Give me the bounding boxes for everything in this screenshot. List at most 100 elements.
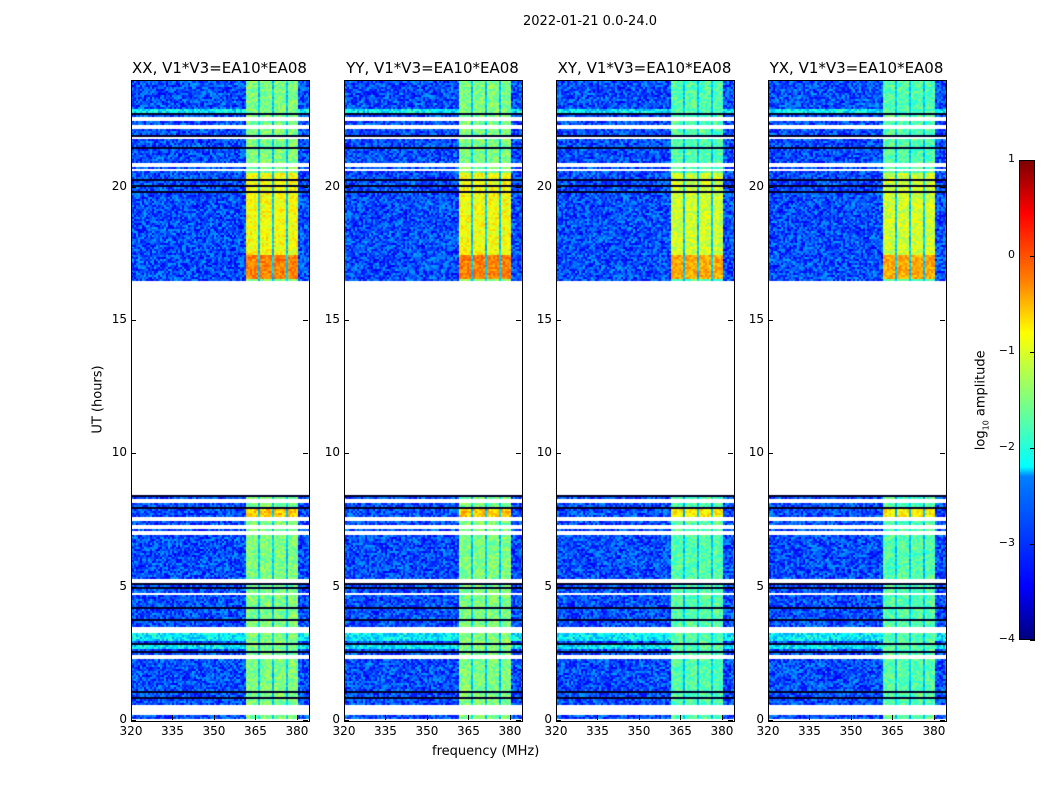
x-tick	[255, 715, 257, 720]
x-tick-label: 365	[244, 724, 267, 738]
y-tick-right	[516, 586, 521, 588]
colorbar-tick	[1030, 448, 1035, 449]
x-tick-label: 350	[627, 724, 651, 738]
y-tick-label: 5	[332, 578, 340, 593]
x-tick-label: 365	[881, 724, 904, 738]
y-tick-right	[516, 453, 521, 455]
x-tick-label: 365	[669, 724, 692, 738]
x-tick	[850, 715, 852, 720]
colorbar-label-sub: 10	[981, 420, 991, 431]
y-tick	[344, 320, 349, 321]
colorbar-tick	[1030, 640, 1035, 641]
x-tick	[385, 715, 387, 720]
x-tick	[296, 715, 298, 720]
y-tick	[131, 586, 136, 588]
y-axis-label: UT (hours)	[90, 365, 106, 434]
y-tick-right	[516, 720, 521, 721]
y-tick-right	[303, 453, 308, 455]
colorbar-tick	[1030, 352, 1035, 353]
y-tick-right	[940, 186, 945, 188]
y-tick-right	[728, 586, 733, 588]
x-tick	[344, 715, 345, 720]
y-tick-right	[728, 720, 733, 721]
y-tick	[344, 186, 349, 188]
x-tick	[638, 715, 640, 720]
waterfall-heatmap	[344, 80, 523, 722]
x-tick	[468, 715, 470, 720]
y-tick-right	[303, 320, 308, 321]
x-tick	[172, 715, 174, 720]
colorbar-tick-label: −2	[998, 440, 1015, 453]
x-tick	[768, 715, 769, 720]
x-tick-label: 335	[374, 724, 397, 738]
x-tick	[426, 715, 428, 720]
y-tick	[768, 453, 773, 455]
y-tick-label: 0	[544, 712, 552, 726]
y-tick	[344, 720, 349, 721]
y-tick-right	[728, 320, 733, 321]
y-tick-right	[940, 320, 945, 321]
y-tick-right	[940, 453, 945, 455]
y-tick-label: 5	[756, 578, 764, 593]
colorbar-tick	[1030, 160, 1035, 161]
colorbar-tick	[1030, 544, 1035, 545]
x-tick	[933, 715, 935, 720]
x-tick-label: 320	[756, 724, 780, 738]
x-tick	[809, 715, 811, 720]
y-tick	[131, 453, 136, 455]
waterfall-heatmap	[131, 80, 310, 722]
y-tick	[556, 186, 561, 188]
x-tick-label: 380	[710, 724, 734, 738]
y-tick	[556, 586, 561, 588]
y-tick-right	[728, 186, 733, 188]
y-tick-label: 15	[324, 312, 340, 326]
y-tick	[768, 186, 773, 188]
y-tick-label: 15	[111, 312, 127, 326]
y-tick-right	[303, 186, 308, 188]
colorbar-label: log10 amplitude	[974, 350, 991, 450]
x-tick-label: 350	[415, 724, 439, 738]
x-tick-label: 350	[839, 724, 863, 738]
y-tick	[131, 320, 136, 321]
y-tick-label: 5	[119, 578, 127, 593]
y-tick-label: 10	[111, 445, 127, 460]
x-tick-label: 335	[586, 724, 609, 738]
y-tick-right	[940, 720, 945, 721]
y-tick-label: 0	[119, 712, 127, 726]
x-tick-label: 380	[498, 724, 522, 738]
y-tick-label: 15	[748, 312, 764, 326]
y-tick-right	[940, 586, 945, 588]
y-tick	[556, 453, 561, 455]
y-tick-label: 20	[748, 178, 764, 193]
y-tick	[131, 186, 136, 188]
waterfall-heatmap	[556, 80, 735, 722]
x-tick-label: 320	[119, 724, 143, 738]
panel-title: XY, V1*V3=EA10*EA08	[557, 59, 732, 77]
y-tick	[344, 586, 349, 588]
waterfall-heatmap	[768, 80, 947, 722]
x-tick-label: 350	[202, 724, 226, 738]
panel-title: XX, V1*V3=EA10*EA08	[132, 59, 307, 77]
y-tick-label: 15	[536, 312, 552, 326]
y-tick-label: 20	[536, 178, 552, 193]
panel-title: YY, V1*V3=EA10*EA08	[346, 59, 519, 77]
x-tick-label: 335	[161, 724, 184, 738]
figure-title: 2022-01-21 0.0-24.0	[523, 14, 657, 29]
x-tick	[509, 715, 511, 720]
colorbar-label-rest: amplitude	[973, 350, 989, 421]
y-tick-label: 20	[324, 178, 340, 193]
y-tick-label: 0	[756, 712, 764, 726]
y-tick-label: 10	[748, 445, 764, 460]
x-tick	[892, 715, 894, 720]
x-tick	[213, 715, 215, 720]
colorbar-tick-label: −3	[998, 536, 1015, 549]
x-tick	[597, 715, 599, 720]
x-tick-label: 320	[544, 724, 568, 738]
y-tick-label: 20	[111, 178, 127, 193]
panel-title: YX, V1*V3=EA10*EA08	[769, 59, 944, 77]
x-tick	[680, 715, 682, 720]
x-tick-label: 320	[332, 724, 356, 738]
y-tick-right	[516, 186, 521, 188]
y-tick	[556, 720, 561, 721]
